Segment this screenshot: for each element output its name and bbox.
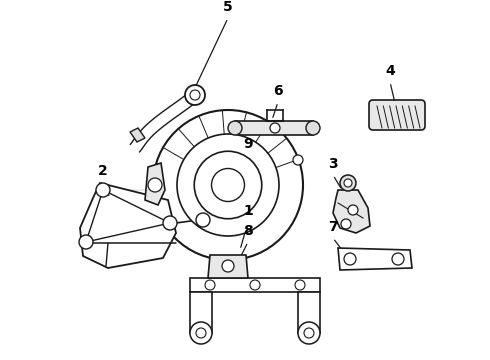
Circle shape (228, 121, 242, 135)
Polygon shape (298, 292, 320, 333)
Circle shape (185, 85, 205, 105)
Polygon shape (338, 248, 412, 270)
Text: 7: 7 (328, 220, 338, 234)
Circle shape (293, 155, 303, 165)
Circle shape (177, 134, 279, 236)
Circle shape (196, 213, 210, 227)
Circle shape (163, 216, 177, 230)
Circle shape (348, 205, 358, 215)
Circle shape (222, 260, 234, 272)
Polygon shape (208, 255, 248, 278)
Polygon shape (235, 121, 313, 135)
Text: 4: 4 (385, 64, 395, 78)
Text: 1: 1 (243, 204, 253, 218)
Circle shape (304, 328, 314, 338)
Text: 3: 3 (328, 157, 338, 171)
Circle shape (196, 328, 206, 338)
Polygon shape (130, 128, 145, 142)
Circle shape (205, 280, 215, 290)
Polygon shape (190, 292, 212, 333)
Text: 8: 8 (243, 224, 253, 238)
Circle shape (79, 235, 93, 249)
FancyBboxPatch shape (369, 100, 425, 130)
Text: 2: 2 (98, 164, 108, 178)
Circle shape (344, 179, 352, 187)
Circle shape (392, 253, 404, 265)
Text: 6: 6 (273, 84, 283, 98)
Circle shape (341, 219, 351, 229)
Text: 9: 9 (243, 137, 253, 151)
Circle shape (298, 322, 320, 344)
Polygon shape (80, 183, 176, 268)
Circle shape (306, 121, 320, 135)
Circle shape (295, 280, 305, 290)
Text: 5: 5 (223, 0, 233, 14)
Circle shape (96, 183, 110, 197)
Polygon shape (333, 190, 370, 233)
Circle shape (270, 123, 280, 133)
Polygon shape (190, 278, 320, 292)
Polygon shape (145, 163, 165, 205)
Circle shape (250, 280, 260, 290)
Circle shape (212, 168, 245, 202)
Circle shape (190, 90, 200, 100)
Circle shape (340, 175, 356, 191)
Circle shape (153, 110, 303, 260)
Circle shape (344, 253, 356, 265)
Circle shape (190, 322, 212, 344)
Circle shape (148, 178, 162, 192)
Circle shape (194, 151, 262, 219)
